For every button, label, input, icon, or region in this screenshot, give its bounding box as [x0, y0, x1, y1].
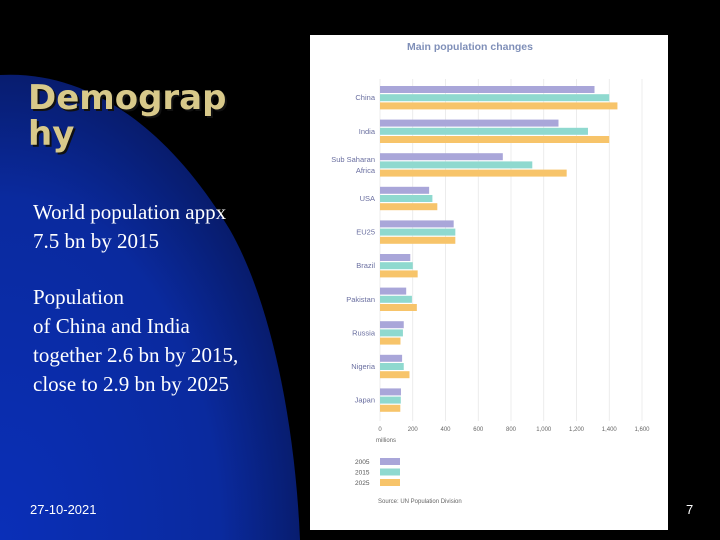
x-tick-label: 600	[473, 427, 484, 433]
china-india-text: Population of China and India together 2…	[33, 285, 239, 396]
category-label: Africa	[356, 166, 376, 175]
category-label: EU25	[356, 228, 375, 237]
bar-2025	[380, 136, 610, 143]
x-tick-label: 1,400	[602, 427, 618, 433]
bar-2005	[380, 321, 404, 329]
bar-2025	[380, 270, 418, 278]
category-label: Russia	[352, 328, 376, 337]
x-tick-label: 1,000	[536, 427, 552, 433]
bar-2025	[380, 371, 410, 379]
bar-2015	[380, 295, 412, 303]
population-bar-chart: Main population changes 0 200 400 600 800 1,00…	[331, 41, 650, 505]
legend-swatch-2005	[380, 458, 400, 465]
bar-2025	[380, 304, 417, 311]
world-population-text: World population appx 7.5 bn by 2015	[33, 200, 227, 253]
bar-2015	[380, 262, 413, 270]
bar-2015	[380, 228, 456, 236]
slide-date: 27-10-2021	[30, 502, 97, 517]
x-tick-label: 0	[378, 427, 382, 433]
bar-2015	[380, 161, 533, 169]
category-label: Japan	[355, 396, 375, 405]
bar-2005	[380, 119, 559, 127]
bar-2005	[380, 287, 407, 295]
bar-2015	[380, 195, 433, 202]
x-tick-label: 1,200	[569, 427, 585, 433]
legend-label: 2025	[355, 480, 370, 487]
bar-2005	[380, 354, 403, 362]
legend-label: 2005	[355, 459, 370, 466]
bar-2015	[380, 363, 404, 370]
category-label: USA	[360, 194, 375, 203]
bar-2005	[380, 220, 454, 228]
legend-label: 2015	[355, 470, 370, 477]
bar-2005	[380, 153, 503, 161]
bar-2025	[380, 203, 438, 211]
bar-2015	[380, 396, 401, 404]
chart-title: Main population changes	[407, 41, 533, 53]
bar-2005	[380, 186, 430, 194]
x-tick-label: 400	[440, 427, 451, 433]
x-axis-label: millions	[376, 438, 396, 444]
x-tick-label: 800	[506, 427, 517, 433]
legend-swatch-2025	[380, 479, 400, 486]
category-label: China	[355, 93, 375, 102]
bar-2025	[380, 236, 456, 244]
legend-swatch-2015	[380, 468, 400, 476]
x-tick-label: 1,600	[634, 427, 650, 433]
category-label: India	[359, 127, 376, 136]
category-label: Brazil	[356, 261, 375, 270]
bar-2005	[380, 86, 595, 93]
bar-2025	[380, 102, 618, 110]
bar-2025	[380, 169, 567, 177]
category-label: Pakistan	[346, 295, 375, 304]
population-chart-panel: Main population changes 0 200 400 600 800 1,00…	[310, 35, 668, 530]
category-label: Nigeria	[351, 362, 376, 371]
category-label: Sub Saharan	[331, 155, 375, 164]
slide-title: Demograp hy	[28, 78, 227, 154]
x-tick-label: 200	[408, 427, 419, 433]
bar-2025	[380, 404, 401, 412]
chart-source: Source: UN Population Division	[378, 499, 462, 505]
bar-2025	[380, 337, 401, 345]
page-number: 7	[686, 502, 694, 517]
bar-2005	[380, 388, 401, 396]
bar-2015	[380, 329, 403, 337]
bar-2015	[380, 94, 610, 102]
bar-2005	[380, 254, 411, 261]
bar-2015	[380, 127, 588, 135]
